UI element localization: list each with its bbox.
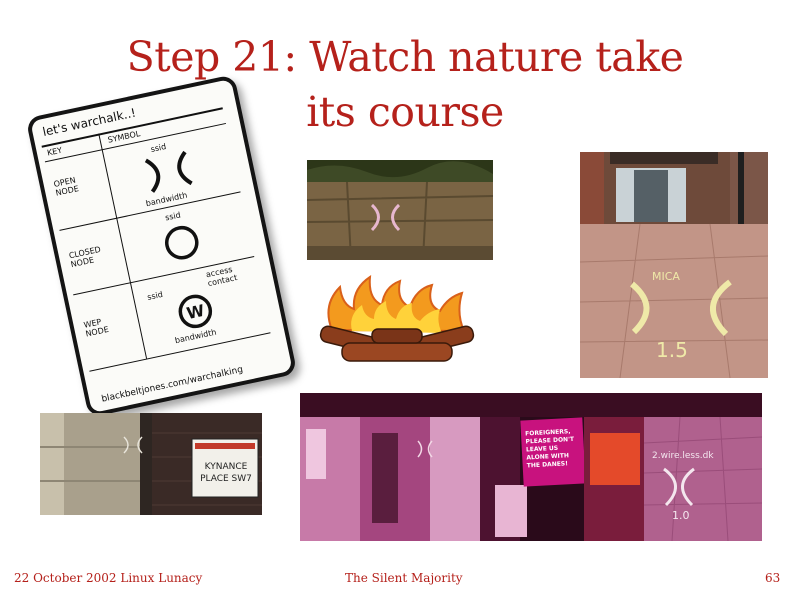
- street-chalk-bandwidth: 1.0: [672, 509, 690, 522]
- photo-wall-chalk: [307, 160, 493, 260]
- footer-page-number: 63: [765, 571, 781, 585]
- plaza-photo-image: [580, 152, 768, 378]
- wep-node-label: WEP NODE: [82, 317, 110, 339]
- svg-text:W: W: [185, 301, 207, 323]
- campfire-illustration: [319, 275, 475, 362]
- card-url: blackbeltjones.com/warchalking: [100, 364, 244, 405]
- card-col-key: KEY: [46, 145, 64, 158]
- sign-line-2: PLACE SW7: [200, 474, 252, 484]
- sign-line-1: KYNANCE: [204, 462, 248, 472]
- wep-node-symbol: W: [178, 294, 213, 329]
- plaza-chalk-bandwidth: 1.5: [656, 338, 688, 362]
- slide-title: Step 21: Watch nature take its course: [60, 30, 750, 140]
- plaza-chalk-text: MICA: [652, 270, 680, 283]
- kynance-photo-image: [40, 413, 262, 515]
- open-node-symbol: [144, 150, 193, 193]
- photo-street-panorama: FOREIGNERS, PLEASE DON'T LEAVE US ALONE …: [300, 393, 762, 541]
- footer-date: 22 October 2002 Linux Lunacy: [14, 571, 203, 585]
- street-chalk-text: 2.wire.less.dk: [652, 451, 714, 461]
- wall-photo-image: [307, 160, 493, 260]
- closed-node-label: CLOSED NODE: [68, 244, 102, 270]
- warchalk-key-card: let's warchalk..! KEY SYMBOL OPEN NODE ss…: [25, 74, 298, 418]
- photo-plaza-chalk: MICA 1.5: [580, 152, 768, 378]
- title-line-2: its course: [306, 88, 504, 136]
- access-contact-label: access contact: [205, 264, 239, 289]
- title-line-1: Step 21: Watch nature take: [126, 33, 684, 81]
- ssid-label: ssid: [164, 210, 182, 223]
- footer-talk-title: The Silent Majority: [345, 571, 463, 585]
- ssid-label: ssid: [146, 289, 164, 302]
- open-node-label: OPEN NODE: [52, 175, 80, 198]
- photo-kynance-sign: KYNANCE PLACE SW7: [40, 413, 262, 515]
- protest-poster: FOREIGNERS, PLEASE DON'T LEAVE US ALONE …: [524, 428, 575, 470]
- street-sign: KYNANCE PLACE SW7: [196, 461, 256, 485]
- street-photo-image: [300, 393, 762, 541]
- closed-node-symbol: [165, 225, 199, 260]
